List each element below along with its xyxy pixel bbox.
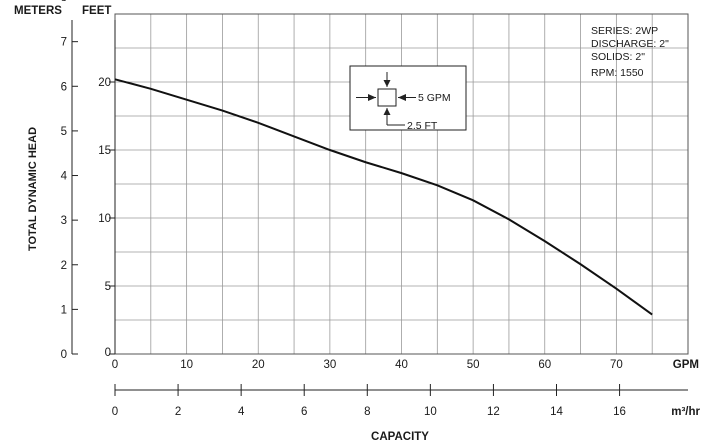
legend-arrowhead-left	[368, 94, 376, 101]
feet-tick-label: 20	[98, 77, 111, 89]
gpm-tick-label: 70	[610, 359, 623, 371]
m3hr-tick-label: 8	[364, 406, 370, 418]
axes	[71, 20, 688, 391]
m3hr-tick-label: 16	[613, 406, 626, 418]
meters-tick-label: 0	[61, 349, 67, 361]
meters-tick-label: 3	[61, 215, 67, 227]
feet-tick-label: 0	[105, 347, 111, 359]
info-box: SERIES: 2WP DISCHARGE: 2" SOLIDS: 2" RPM…	[591, 25, 669, 79]
feet-tick-label: 15	[98, 145, 111, 157]
m3hr-tick-label: 6	[301, 406, 307, 418]
tick-labels: 0123456785101520001020304050607002468101…	[61, 0, 626, 418]
m3hr-tick-label: 0	[112, 406, 118, 418]
gpm-tick-label: 50	[467, 359, 480, 371]
meters-tick-label: 5	[61, 126, 67, 138]
meters-tick-label: 7	[61, 37, 67, 49]
info-discharge: DISCHARGE: 2"	[591, 38, 669, 50]
meters-tick-label: 2	[61, 260, 67, 272]
legend-square	[377, 88, 397, 107]
meters-tick-label: 6	[61, 81, 67, 93]
legend-arrowhead-top	[383, 80, 391, 87]
legend-gpm-label: 5 GPM	[418, 92, 451, 104]
y-unit-right-label: FEET	[82, 5, 111, 17]
legend-arrowhead-right	[398, 94, 406, 101]
gpm-tick-label: 60	[538, 359, 551, 371]
gpm-tick-label: 40	[395, 359, 408, 371]
feet-tick-label: 10	[98, 213, 111, 225]
x-unit-secondary-label: m³/hr	[671, 406, 700, 418]
feet-tick-label: 5	[105, 281, 111, 293]
info-rpm: RPM: 1550	[591, 67, 644, 79]
m3hr-tick-label: 2	[175, 406, 181, 418]
grid-lines	[115, 14, 688, 354]
tick-marks	[72, 41, 621, 396]
performance-curve	[114, 78, 653, 316]
y-unit-left-label: METERS	[14, 5, 62, 17]
meters-tick-label: 8	[61, 0, 67, 4]
m3hr-tick-label: 12	[487, 406, 500, 418]
meters-tick-label: 1	[61, 304, 67, 316]
x-axis-title: CAPACITY	[371, 431, 429, 443]
legend-symbol: 5 GPM 2.5 FT	[349, 65, 467, 132]
gpm-tick-label: 20	[252, 359, 265, 371]
info-series: SERIES: 2WP	[591, 25, 658, 37]
y-axis-title: TOTAL DYNAMIC HEAD	[27, 127, 39, 251]
x-unit-primary-label: GPM	[673, 359, 699, 371]
gpm-tick-label: 10	[180, 359, 193, 371]
legend-ft-label: 2.5 FT	[407, 120, 438, 132]
gpm-tick-label: 30	[323, 359, 336, 371]
m3hr-tick-label: 14	[550, 406, 563, 418]
m3hr-tick-label: 4	[238, 406, 245, 418]
gpm-tick-label: 0	[112, 359, 118, 371]
m3hr-tick-label: 10	[424, 406, 437, 418]
info-solids: SOLIDS: 2"	[591, 51, 645, 63]
meters-tick-label: 4	[61, 171, 68, 183]
legend-arrowhead-bottom	[383, 108, 391, 115]
